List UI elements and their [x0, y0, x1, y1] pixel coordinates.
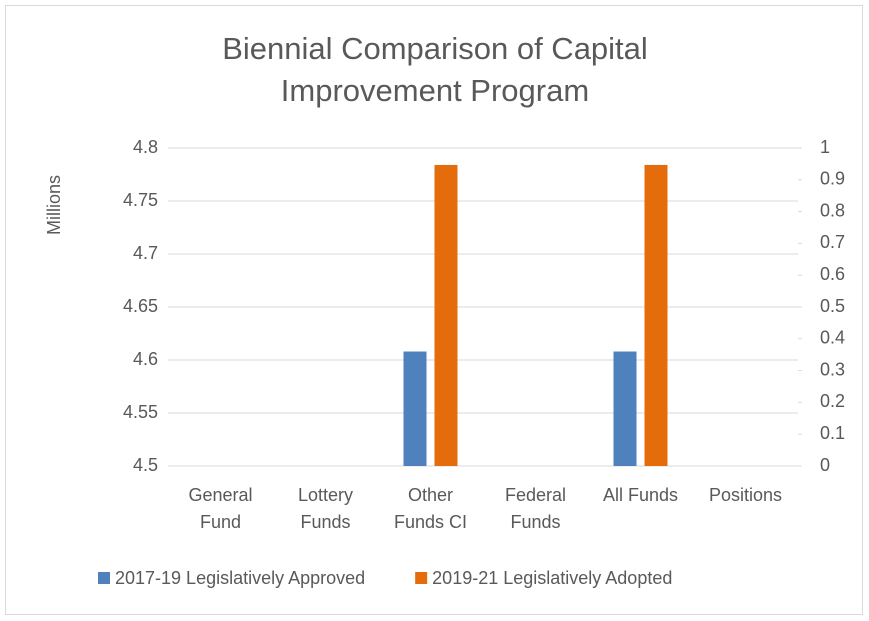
y-tick-label: 4.8 [133, 137, 158, 157]
y-tick-label: 4.55 [123, 402, 158, 422]
legend-label: 2019-21 Legislatively Adopted [432, 568, 672, 588]
bar [644, 164, 668, 466]
x-tick-label: Other Funds CI [393, 485, 468, 532]
x-tick-label: Lottery Funds [297, 485, 354, 532]
chart-border [5, 5, 863, 615]
x-tick-label-box: All Funds [602, 485, 679, 505]
x-tick-label: All Funds [602, 485, 679, 505]
x-tick-label-box: Positions [708, 485, 783, 505]
x-tick-label-box: Lottery Funds [297, 485, 354, 532]
y2-tick-label: 0.8 [820, 200, 845, 220]
y2-tick-label: 0.7 [820, 232, 845, 252]
y2-tick-label: 0.2 [820, 391, 845, 411]
x-tick-label-box: Other Funds CI [393, 485, 468, 532]
y-tick-label: 4.5 [133, 455, 158, 475]
bar [613, 351, 637, 466]
x-tick-label: General Fund [188, 485, 253, 532]
y2-tick-label: 0.1 [820, 423, 845, 443]
bar [403, 351, 427, 466]
y-tick-label: 4.65 [123, 296, 158, 316]
y-tick-label: 4.75 [123, 190, 158, 210]
y2-tick-label: 0.6 [820, 264, 845, 284]
y2-tick-label: 0 [820, 455, 830, 475]
y2-tick-label: 0.3 [820, 359, 845, 379]
x-tick-label: Federal Funds [504, 485, 567, 532]
y2-tick-label: 1 [820, 137, 830, 157]
y-axis-label: Millions [44, 175, 64, 235]
x-tick-label-box: Federal Funds [504, 485, 567, 532]
legend-swatch [415, 572, 428, 584]
x-tick-label: Positions [708, 485, 783, 505]
legend-swatch [98, 572, 110, 584]
y2-tick-label: 0.9 [820, 169, 845, 189]
bar [434, 164, 458, 466]
y2-tick-label: 0.5 [820, 296, 845, 316]
chart-title-box: Biennial Comparison of Capital Improveme… [222, 31, 648, 108]
legend-label: 2017-19 Legislatively Approved [115, 568, 365, 588]
x-tick-label-box: General Fund [188, 485, 253, 532]
chart-title: Biennial Comparison of Capital Improveme… [222, 31, 648, 108]
y-tick-label: 4.6 [133, 349, 158, 369]
y-tick-label: 4.7 [133, 243, 158, 263]
y2-tick-label: 0.4 [820, 328, 845, 348]
